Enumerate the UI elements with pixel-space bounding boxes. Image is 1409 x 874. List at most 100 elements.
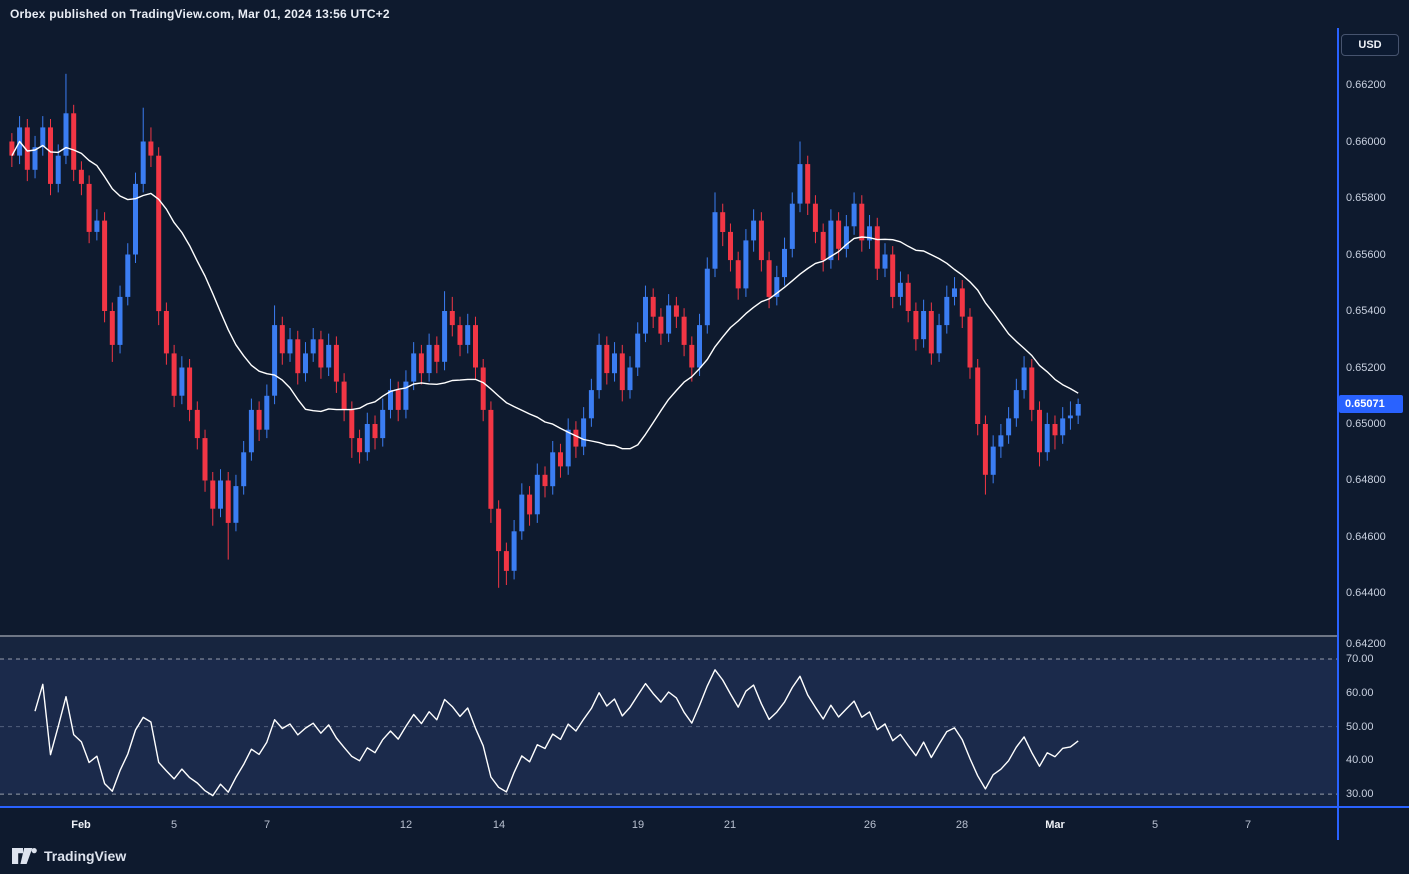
rsi-line bbox=[34, 669, 1079, 797]
candle-body bbox=[1060, 418, 1066, 436]
candle-body bbox=[928, 311, 934, 354]
candle-body bbox=[975, 367, 981, 424]
candle-body bbox=[102, 220, 108, 311]
candle-body bbox=[187, 367, 193, 410]
candle-body bbox=[1052, 424, 1058, 436]
candle-body bbox=[735, 260, 741, 289]
candle-body bbox=[1037, 409, 1042, 453]
candle-body bbox=[588, 390, 594, 419]
currency-selector[interactable]: USD bbox=[1341, 34, 1399, 56]
candle-body bbox=[171, 353, 177, 396]
candle-body bbox=[565, 429, 571, 467]
candle-body bbox=[542, 474, 548, 487]
time-label: 5 bbox=[1151, 819, 1159, 831]
candle-body bbox=[944, 296, 950, 326]
candle-body bbox=[681, 316, 687, 345]
candle-body bbox=[913, 311, 919, 340]
candle-body bbox=[1067, 415, 1073, 419]
candle-body bbox=[496, 508, 502, 552]
candle-body bbox=[612, 353, 617, 374]
rsi-pane-background bbox=[0, 637, 1337, 806]
candle-body bbox=[519, 494, 525, 532]
candle-body bbox=[465, 325, 471, 345]
price-tick-label: 0.64800 bbox=[1346, 474, 1386, 486]
candle-body bbox=[310, 339, 316, 354]
candle-body bbox=[766, 260, 772, 297]
candle-body bbox=[488, 409, 494, 509]
candle-body bbox=[666, 305, 672, 334]
candle-body bbox=[990, 446, 996, 475]
candle-body bbox=[673, 305, 679, 317]
candle-body bbox=[689, 344, 695, 368]
candle-body bbox=[333, 344, 339, 382]
tradingview-logo-icon bbox=[12, 848, 37, 864]
candle-body bbox=[40, 127, 46, 148]
candle-body bbox=[1006, 418, 1012, 436]
candle-body bbox=[63, 113, 69, 156]
candle-body bbox=[890, 254, 896, 297]
candle-body bbox=[1021, 367, 1027, 391]
candle-body bbox=[658, 316, 664, 334]
candle-body bbox=[650, 296, 656, 317]
candle-body bbox=[256, 409, 262, 430]
chart-stage[interactable]: USD 0.65071 0.66200 0.66000 0.65800 0.65600… bbox=[0, 28, 1409, 874]
price-axis[interactable]: USD 0.65071 0.66200 0.66000 0.65800 0.65600… bbox=[1337, 28, 1409, 846]
tradingview-logo-text: TradingView bbox=[44, 848, 127, 864]
candle-body bbox=[9, 141, 15, 156]
candle-body bbox=[202, 438, 208, 481]
rsi-tick-label: 30.00 bbox=[1346, 788, 1374, 800]
candle-body bbox=[859, 203, 865, 241]
candle-body bbox=[287, 339, 293, 354]
candle-body bbox=[704, 268, 710, 326]
candle-body bbox=[511, 531, 517, 571]
candle-body bbox=[140, 141, 146, 184]
time-label: 21 bbox=[723, 819, 737, 831]
time-label: 14 bbox=[492, 819, 506, 831]
candle-body bbox=[921, 311, 927, 340]
candle-body bbox=[789, 203, 795, 249]
candle-body bbox=[720, 212, 726, 232]
last-price-label: 0.65071 bbox=[1339, 395, 1403, 413]
price-tick-label: 0.65800 bbox=[1346, 192, 1386, 204]
candle-body bbox=[78, 169, 84, 184]
candle-body bbox=[380, 409, 386, 439]
candle-body bbox=[643, 296, 648, 334]
price-tick-label: 0.64200 bbox=[1346, 638, 1386, 650]
candle-body bbox=[936, 325, 942, 354]
time-label: Mar bbox=[1045, 819, 1065, 831]
candle-body bbox=[32, 147, 38, 170]
candle-body bbox=[697, 325, 702, 368]
candle-body bbox=[604, 344, 610, 374]
candle-body bbox=[55, 155, 61, 184]
candle-body bbox=[156, 155, 162, 312]
candle-body bbox=[812, 203, 818, 232]
candle-body bbox=[743, 240, 749, 289]
candle-body bbox=[403, 381, 409, 410]
time-axis[interactable]: Feb 5 7 12 14 19 21 26 28 Mar 5 7 bbox=[0, 806, 1337, 846]
price-tick-label: 0.65000 bbox=[1346, 418, 1386, 430]
candle-body bbox=[303, 353, 308, 374]
candle-body bbox=[71, 113, 77, 170]
candle-body bbox=[449, 311, 455, 326]
candle-body bbox=[874, 226, 880, 269]
time-label: 5 bbox=[170, 819, 178, 831]
time-label: 28 bbox=[955, 819, 969, 831]
publish-attribution: Orbex published on TradingView.com, Mar … bbox=[10, 7, 390, 21]
candle-body bbox=[782, 248, 787, 278]
candle-body bbox=[395, 390, 401, 410]
price-tick-label: 0.64600 bbox=[1346, 531, 1386, 543]
candle-body bbox=[596, 344, 602, 391]
rsi-tick-label: 50.00 bbox=[1346, 721, 1374, 733]
candle-body bbox=[758, 220, 764, 261]
candle-body bbox=[998, 435, 1004, 447]
candle-body bbox=[619, 353, 625, 391]
candle-body bbox=[534, 474, 540, 515]
candlestick-rsi-chart[interactable] bbox=[0, 28, 1409, 874]
tradingview-logo[interactable]: TradingView bbox=[12, 848, 126, 864]
candle-body bbox=[264, 395, 270, 430]
candle-body bbox=[272, 325, 278, 396]
candle-body bbox=[133, 183, 138, 255]
candle-body bbox=[194, 409, 200, 439]
price-tick-label: 0.65200 bbox=[1346, 362, 1386, 374]
candle-body bbox=[341, 381, 347, 410]
